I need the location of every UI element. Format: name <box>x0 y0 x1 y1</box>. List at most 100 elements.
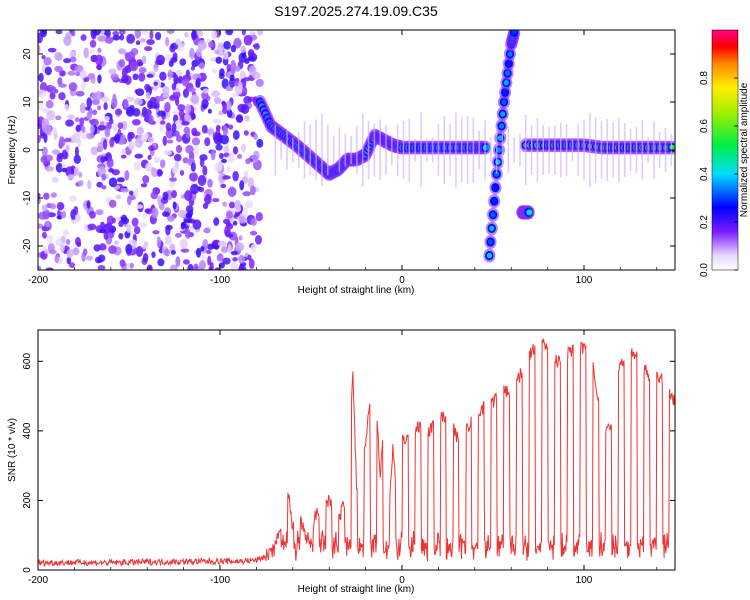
noise-blob <box>69 195 77 202</box>
spectrogram-ytick-label: 10 <box>22 96 33 108</box>
noise-blob <box>103 231 109 240</box>
spectral-streak <box>367 120 370 180</box>
noise-blob <box>243 95 252 105</box>
colorbar-tick-label: 0.0 <box>699 263 710 277</box>
noise-blob <box>169 264 178 270</box>
noise-blob <box>191 137 201 146</box>
snr-panel: -200 -100 0 100 0 200 400 600 Height of straigh… <box>7 329 676 595</box>
noise-blob <box>40 156 48 163</box>
noise-blob <box>56 215 63 220</box>
noise-blob <box>117 122 124 130</box>
noise-blob <box>238 264 247 270</box>
noise-blob <box>173 153 182 162</box>
noise-blob <box>128 131 135 140</box>
noise-blob <box>200 245 205 252</box>
noise-blob <box>45 267 54 270</box>
noise-blob <box>85 255 94 261</box>
snr-ticks: -200 -100 0 100 0 200 400 600 <box>22 330 675 586</box>
noise-blob <box>79 69 87 81</box>
colorbar-tick-label: 0.8 <box>699 71 710 85</box>
noise-blob <box>46 109 55 121</box>
noise-blob <box>38 192 41 198</box>
noise-blob <box>113 240 120 245</box>
snr-series-line <box>38 338 675 567</box>
noise-blob <box>92 30 102 36</box>
noise-blob <box>136 126 144 135</box>
noise-blob <box>178 209 188 219</box>
noise-blob <box>178 109 185 119</box>
signal-peak <box>496 147 502 153</box>
noise-blob <box>95 209 104 216</box>
noise-blob <box>190 94 200 105</box>
noise-blob <box>188 87 196 93</box>
noise-blob <box>74 213 81 222</box>
noise-blob <box>162 135 168 146</box>
noise-blob <box>86 200 91 209</box>
noise-blob <box>56 155 63 163</box>
noise-blob <box>96 181 103 188</box>
colorbar: 0.0 0.2 0.4 0.6 0.8 Normalized spectral ampl… <box>699 29 750 277</box>
noise-blob <box>150 191 158 200</box>
noise-blob <box>222 125 229 136</box>
noise-blob <box>228 77 236 88</box>
noise-blob <box>243 130 249 136</box>
noise-blob <box>204 137 211 147</box>
noise-blob <box>172 201 177 210</box>
noise-blob <box>133 98 143 106</box>
noise-blob <box>136 61 144 66</box>
spectral-streak <box>571 139 574 161</box>
noise-blob <box>118 59 126 68</box>
noise-blob <box>97 258 103 264</box>
signal-peak <box>507 51 513 57</box>
noise-blob <box>162 211 170 217</box>
signal-peak <box>501 99 507 105</box>
noise-blob <box>97 141 104 153</box>
noise-blob <box>83 77 88 83</box>
noise-blob <box>239 180 245 191</box>
noise-blob <box>89 210 96 219</box>
noise-blob <box>213 217 220 226</box>
noise-blob <box>223 145 230 153</box>
noise-blob <box>62 229 70 237</box>
colorbar-ticks: 0.0 0.2 0.4 0.6 0.8 <box>699 71 738 277</box>
spectral-streak <box>559 122 562 178</box>
noise-blob <box>225 211 234 219</box>
noise-blob <box>61 149 68 160</box>
noise-blob <box>256 138 264 148</box>
spectrogram-ytick-label: -20 <box>22 238 33 253</box>
noise-blob <box>190 183 200 195</box>
noise-blob <box>109 118 114 125</box>
noise-blob <box>45 99 54 109</box>
noise-blob <box>255 78 264 87</box>
spectral-streak <box>583 119 585 181</box>
noise-blob <box>211 30 218 40</box>
spectral-streak <box>664 127 667 173</box>
noise-blob <box>242 86 248 97</box>
noise-blob <box>72 247 80 256</box>
noise-blob <box>74 117 80 123</box>
snr-frame <box>37 329 676 571</box>
noise-blob <box>192 219 202 230</box>
spectral-streak <box>280 140 282 160</box>
noise-blob <box>247 254 252 261</box>
signal-peak <box>498 123 505 129</box>
noise-blob <box>205 193 211 201</box>
signal-peak <box>492 184 499 191</box>
noise-blob <box>139 38 146 43</box>
noise-blob <box>207 108 212 114</box>
noise-blob <box>144 108 152 117</box>
noise-blob <box>131 119 141 126</box>
noise-blob <box>185 144 194 154</box>
noise-blob <box>83 47 89 59</box>
noise-blob <box>196 30 204 37</box>
noise-blob <box>133 188 139 198</box>
noise-blob <box>168 181 176 188</box>
noise-blob <box>181 78 190 87</box>
noise-blob <box>243 34 253 46</box>
spectral-streak <box>472 117 475 183</box>
noise-blob <box>196 48 202 58</box>
noise-blob <box>101 96 110 103</box>
noise-blob <box>228 124 234 130</box>
noise-blob <box>182 259 190 265</box>
spectral-streak <box>449 123 451 177</box>
